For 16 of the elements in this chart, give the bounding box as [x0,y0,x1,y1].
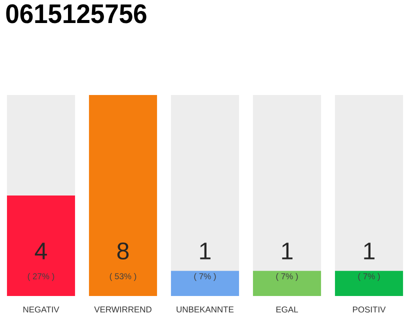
x-tick-label: UNBEKANNTE [176,306,234,312]
x-tick-label: EGAL [276,306,298,313]
x-tick-label: POSITIV [352,306,386,313]
annotation: ( 7% ) [194,273,216,281]
data-label: 4 [34,242,47,260]
chart-title: 0615125756 [6,4,146,24]
data-label: 1 [364,242,374,260]
data-label: 1 [282,242,292,260]
data-label: 8 [117,242,129,260]
x-tick-label: VERWIRREND [94,306,152,312]
x-tick-label: NEGATIV [23,306,60,313]
data-label: 1 [200,242,210,260]
annotation: ( 7% ) [276,273,298,281]
annotation: ( 27% ) [28,273,54,281]
annotation: ( 53% ) [110,273,136,281]
annotation: ( 7% ) [358,273,380,281]
